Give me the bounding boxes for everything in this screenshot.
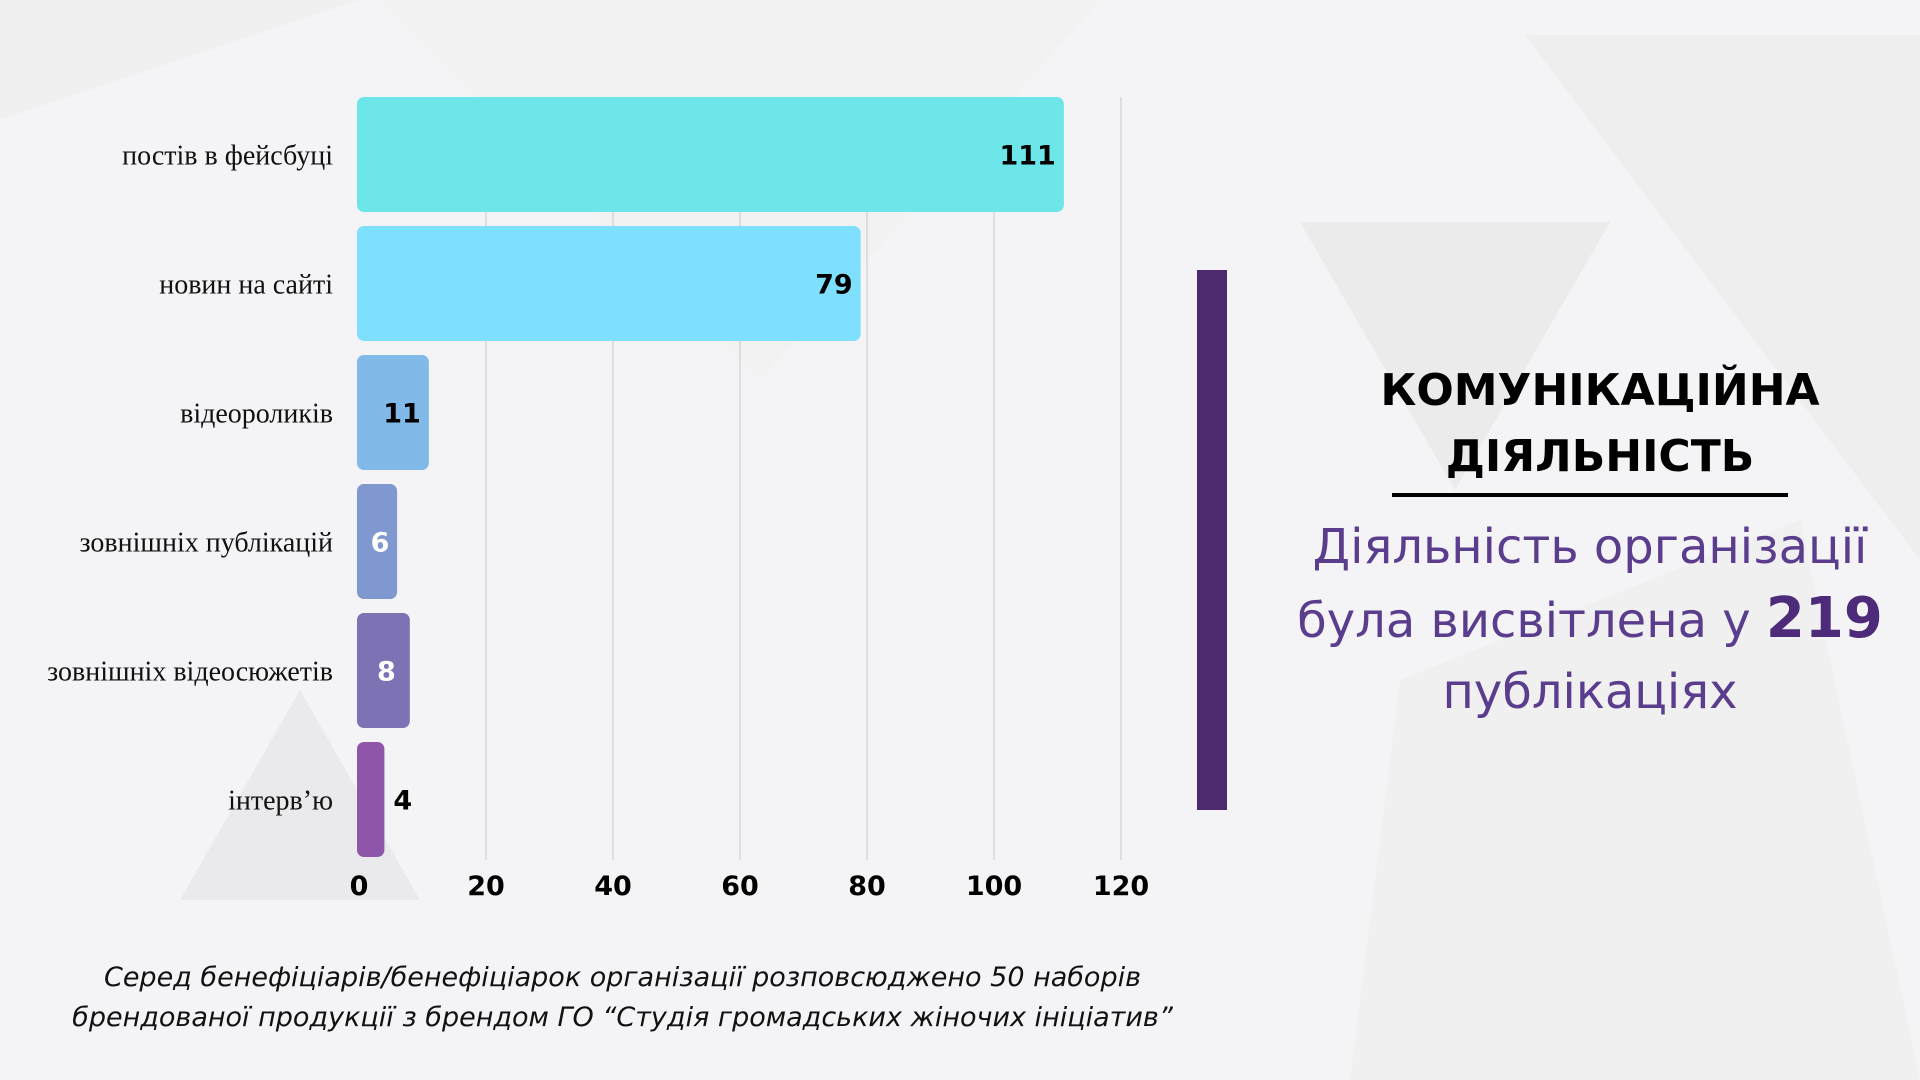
summary-line-2-text: була висвітлена у (1297, 593, 1766, 649)
value-label: 4 (393, 786, 412, 817)
category-labels: постів в фейсбуці новин на сайті відеороли… (47, 141, 333, 817)
title-line-1: КОМУНІКАЦІЙНА (1380, 365, 1820, 416)
summary-line-3: публікаціях (1442, 664, 1738, 720)
title-underline (1392, 493, 1788, 497)
x-tick-label: 80 (848, 871, 886, 902)
summary-line-2: була висвітлена у 219 (1290, 583, 1890, 657)
value-label: 111 (999, 141, 1055, 172)
summary-text: Діяльність організації була висвітлена у… (1290, 512, 1890, 728)
bar-5 (357, 742, 385, 857)
bar-4 (357, 613, 410, 728)
footnote-line-1: Серед бенефіціарів/бенефіціарок організа… (103, 962, 1142, 993)
accent-divider-bar (1197, 270, 1227, 810)
bar-chart: постів в фейсбуці новин на сайті відеороли… (47, 97, 1150, 902)
summary-highlight-number: 219 (1765, 586, 1883, 651)
category-label: інтерв’ю (228, 786, 333, 817)
x-tick-label: 120 (1093, 871, 1149, 902)
category-label: відеороликів (180, 399, 333, 430)
category-label: зовнішніх відеосюжетів (47, 657, 333, 688)
x-tick-label: 60 (721, 871, 759, 902)
section-title: КОМУНІКАЦІЙНА ДІЯЛЬНІСТЬ (1340, 358, 1860, 490)
x-tick-label: 40 (594, 871, 632, 902)
bar-2 (357, 355, 429, 470)
x-tick-label: 20 (467, 871, 505, 902)
category-label: постів в фейсбуці (122, 141, 333, 172)
value-label: 79 (815, 270, 853, 301)
value-label: 6 (371, 528, 390, 559)
chart-gridlines (485, 97, 1122, 860)
bar-0 (357, 97, 1064, 212)
x-axis-tick-labels: 0 20 40 60 80 100 120 (350, 871, 1150, 902)
category-label: новин на сайті (159, 270, 333, 301)
bar-1 (357, 226, 861, 341)
category-label: зовнішніх публікацій (80, 528, 333, 559)
title-line-2: ДІЯЛЬНІСТЬ (1445, 431, 1755, 482)
bar-3 (357, 484, 398, 599)
x-tick-label: 100 (966, 871, 1022, 902)
footnote-line-2: брендованої продукції з брендом ГО “Студ… (72, 1002, 1173, 1033)
value-labels: 111 79 11 6 8 4 (371, 141, 1056, 817)
x-tick-label: 0 (350, 871, 369, 902)
footnote: Серед бенефіціарів/бенефіціарок організа… (20, 958, 1225, 1038)
summary-line-1: Діяльність організації (1312, 519, 1868, 575)
value-label: 8 (377, 657, 396, 688)
value-label: 11 (383, 399, 421, 430)
chart-bars (357, 97, 1064, 857)
